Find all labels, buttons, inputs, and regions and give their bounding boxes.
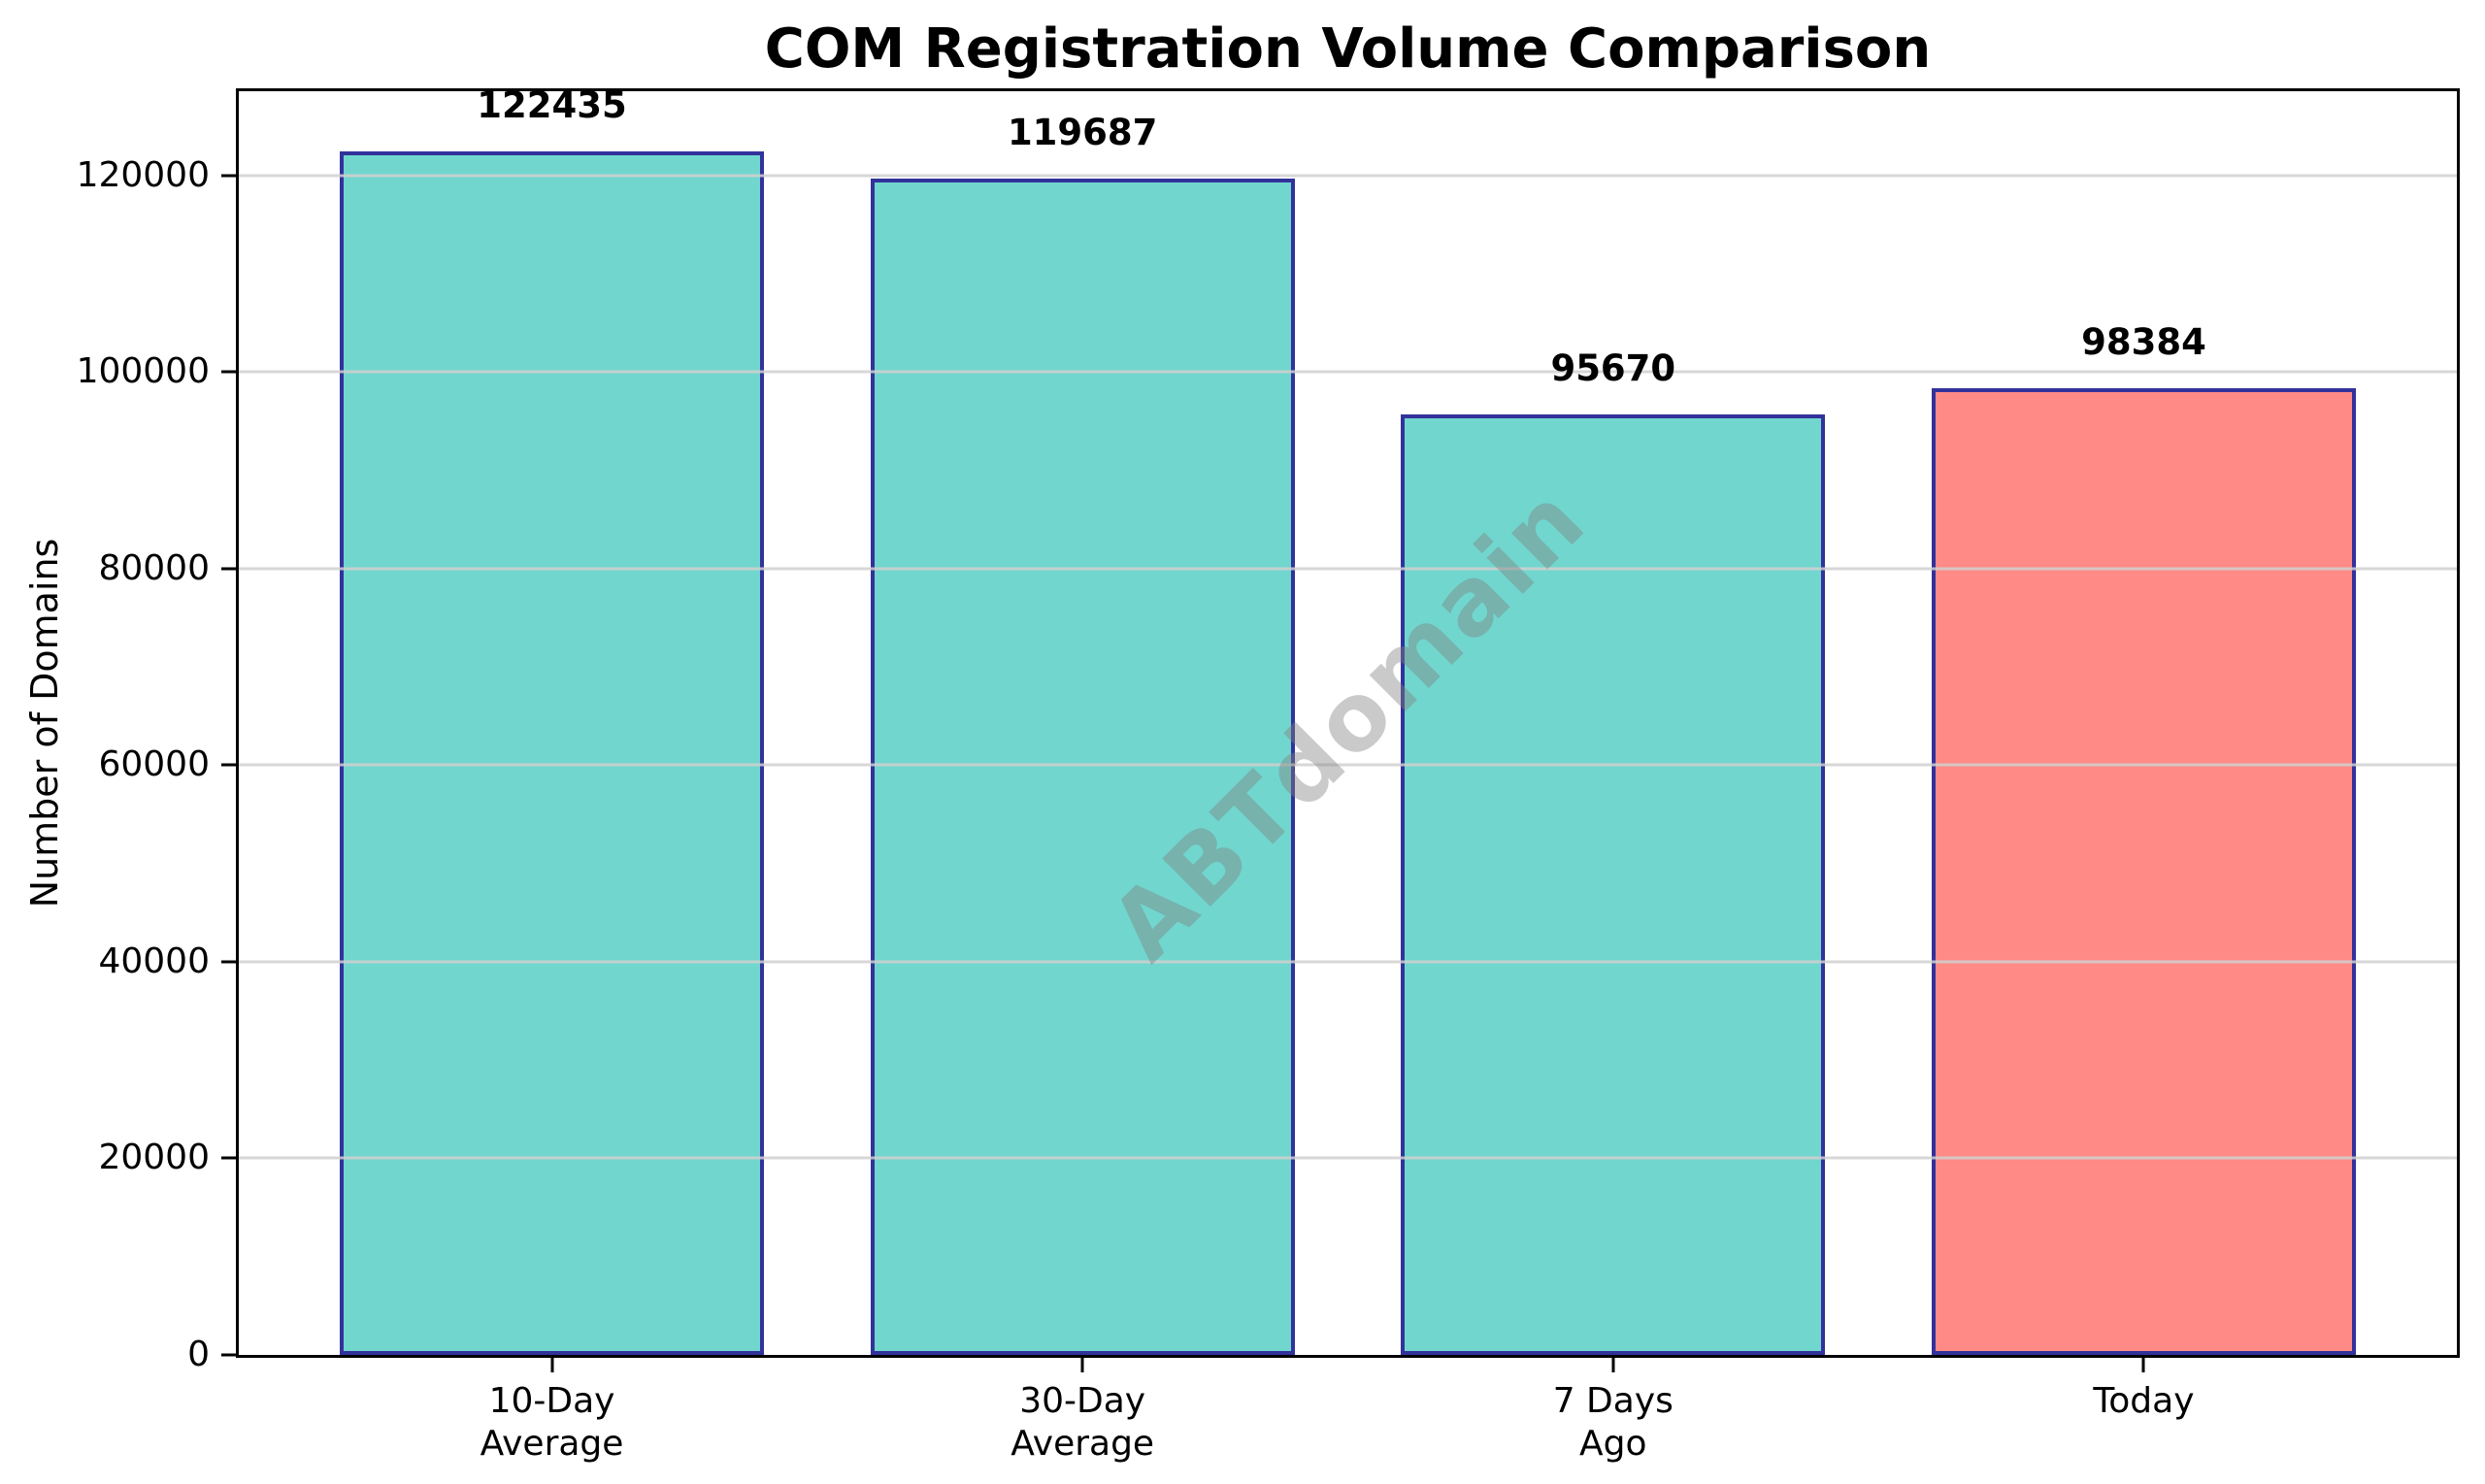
x-tick-label: Today — [2093, 1381, 2195, 1421]
y-tick-mark — [221, 763, 239, 767]
y-tick-mark — [221, 370, 239, 374]
bar-1 — [339, 151, 765, 1355]
bar-value-label: 119687 — [1007, 111, 1158, 153]
y-tick-mark — [221, 1156, 239, 1160]
y-tick-mark — [221, 174, 239, 178]
gridline — [239, 174, 2457, 178]
x-tick-mark — [1611, 1355, 1615, 1372]
bar-4 — [1931, 387, 2357, 1355]
x-tick-label: 10-Day Average — [480, 1381, 624, 1464]
x-tick-mark — [1080, 1355, 1084, 1372]
bar-2 — [870, 178, 1295, 1355]
bar-3 — [1401, 414, 1826, 1355]
x-tick-mark — [550, 1355, 554, 1372]
gridline — [239, 1156, 2457, 1160]
chart-title: COM Registration Volume Comparison — [764, 17, 1932, 81]
gridline — [239, 567, 2457, 571]
x-tick-label: 7 Days Ago — [1552, 1381, 1673, 1464]
x-tick-label: 30-Day Average — [1011, 1381, 1155, 1464]
bar-value-label: 122435 — [477, 84, 627, 127]
gridline — [239, 370, 2457, 374]
y-tick-mark — [221, 1353, 239, 1357]
y-axis-label: Number of Domains — [23, 538, 66, 908]
bar-value-label: 95670 — [1550, 347, 1676, 390]
gridline — [239, 763, 2457, 767]
y-tick-mark — [221, 567, 239, 571]
plot-area: 122435 119687 95670 98384 0 20000 40000 60000 8… — [77, 84, 2460, 1464]
x-tick-mark — [2141, 1355, 2145, 1372]
gridline — [239, 960, 2457, 964]
y-tick-mark — [221, 960, 239, 964]
bar-value-label: 98384 — [2081, 320, 2206, 363]
